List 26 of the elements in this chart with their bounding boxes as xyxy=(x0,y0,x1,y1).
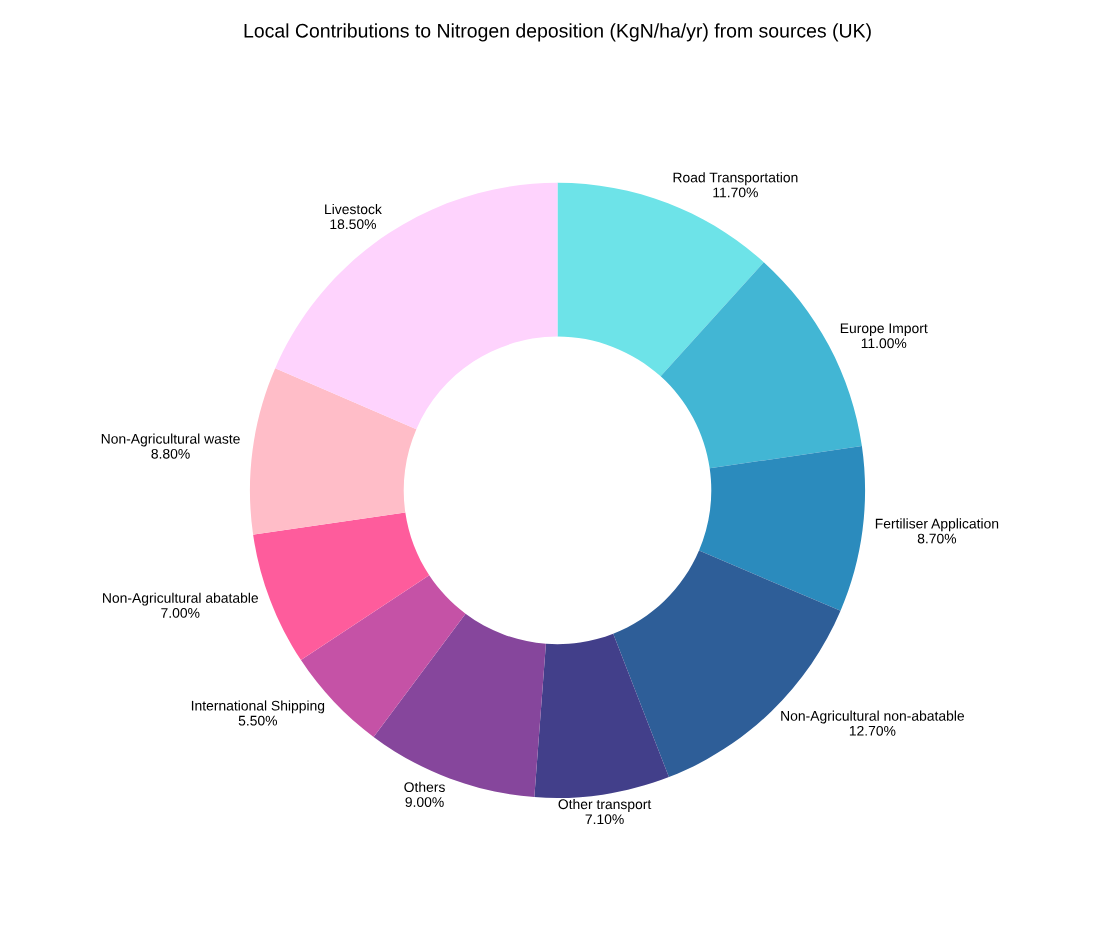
slice-label: Other transport xyxy=(558,798,652,812)
data-label: 18.50% xyxy=(330,219,376,230)
slice-label: Europe Import xyxy=(840,323,928,336)
slice-label: Non-Agricultural abatable xyxy=(103,592,259,606)
data-label: 5.50% xyxy=(238,715,278,726)
chart-title: Local Contributions to Nitrogen deposition (KgN/ha/yr) from sources (UK) xyxy=(244,23,871,42)
data-label: 8.70% xyxy=(917,533,957,544)
slice-label: Fertiliser Application xyxy=(875,518,999,532)
data-label: 7.10% xyxy=(585,814,624,825)
data-label: 8.80% xyxy=(151,448,190,459)
slice-label: Road Transportation xyxy=(673,172,798,186)
slice-label: International Shipping xyxy=(191,700,325,714)
data-label: 7.00% xyxy=(161,607,200,618)
donut-slice xyxy=(373,613,546,798)
donut-slice xyxy=(275,182,558,430)
slice-label: Livestock xyxy=(325,203,382,215)
data-label: 12.70% xyxy=(849,725,896,736)
donut-slice xyxy=(699,446,866,611)
slice-label: Non-Agricultural waste xyxy=(101,433,240,447)
donut-slice xyxy=(249,368,417,535)
data-label: 11.00% xyxy=(861,338,907,349)
data-label: 11.70% xyxy=(713,187,758,198)
data-label: 9.00% xyxy=(405,797,444,807)
slice-label: Others xyxy=(404,781,445,793)
donut-slice xyxy=(534,633,669,798)
slice-label: Non-Agricultural non-abatable xyxy=(781,710,965,724)
